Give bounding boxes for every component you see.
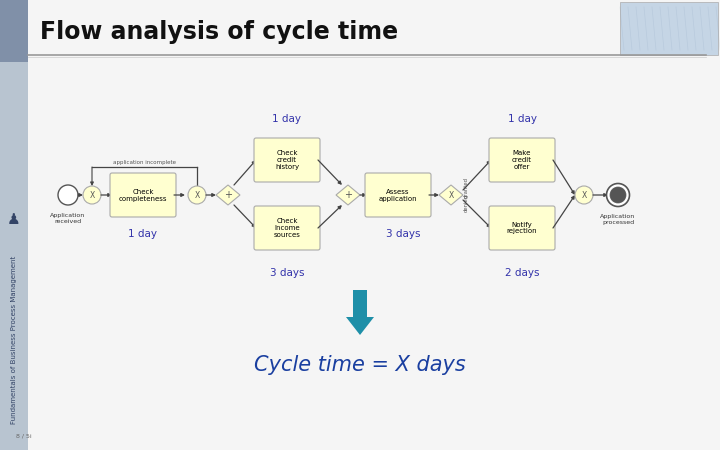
Text: Make
credit
offer: Make credit offer (512, 150, 532, 170)
Text: Application
processed: Application processed (600, 214, 636, 225)
Text: Cycle time = X days: Cycle time = X days (254, 355, 466, 375)
Text: Check
completeness: Check completeness (119, 189, 167, 202)
Polygon shape (336, 185, 360, 205)
Text: 1 day: 1 day (128, 229, 158, 239)
Text: +: + (224, 190, 232, 200)
Text: Assess
application: Assess application (379, 189, 418, 202)
FancyBboxPatch shape (365, 173, 431, 217)
FancyBboxPatch shape (254, 138, 320, 182)
FancyBboxPatch shape (254, 206, 320, 250)
Text: ♟: ♟ (7, 212, 21, 228)
Text: X: X (581, 190, 587, 199)
Bar (0, 0, 28, 62)
Bar (0, 0, 28, 450)
Polygon shape (439, 185, 463, 205)
Text: 3 days: 3 days (386, 229, 420, 239)
Text: Flow analysis of cycle time: Flow analysis of cycle time (40, 20, 398, 44)
Bar (620, 2, 718, 55)
Text: Fundamentals of Business Process Management: Fundamentals of Business Process Managem… (11, 256, 17, 424)
Text: application incomplete: application incomplete (113, 160, 176, 165)
Text: +: + (344, 190, 352, 200)
Circle shape (606, 184, 629, 207)
Text: 1 day: 1 day (508, 114, 536, 124)
Text: 2 days: 2 days (505, 268, 539, 278)
Text: Application
received: Application received (50, 213, 86, 224)
Circle shape (610, 187, 626, 203)
Text: X: X (194, 190, 199, 199)
FancyBboxPatch shape (489, 138, 555, 182)
Text: 3 days: 3 days (270, 268, 305, 278)
Text: 1 day: 1 day (272, 114, 302, 124)
FancyBboxPatch shape (110, 173, 176, 217)
Text: Notify
rejection: Notify rejection (507, 221, 537, 234)
Text: granted: granted (464, 176, 469, 198)
Circle shape (575, 186, 593, 204)
Circle shape (58, 185, 78, 205)
Circle shape (188, 186, 206, 204)
Polygon shape (216, 185, 240, 205)
Text: X: X (449, 190, 454, 199)
Polygon shape (346, 290, 374, 335)
Text: Check
credit
history: Check credit history (275, 150, 299, 170)
Text: Check
Income
sources: Check Income sources (274, 218, 300, 238)
FancyBboxPatch shape (489, 206, 555, 250)
Text: X: X (89, 190, 94, 199)
Text: denied: denied (464, 194, 469, 212)
Circle shape (83, 186, 101, 204)
Text: 8 / 5i: 8 / 5i (16, 433, 32, 438)
